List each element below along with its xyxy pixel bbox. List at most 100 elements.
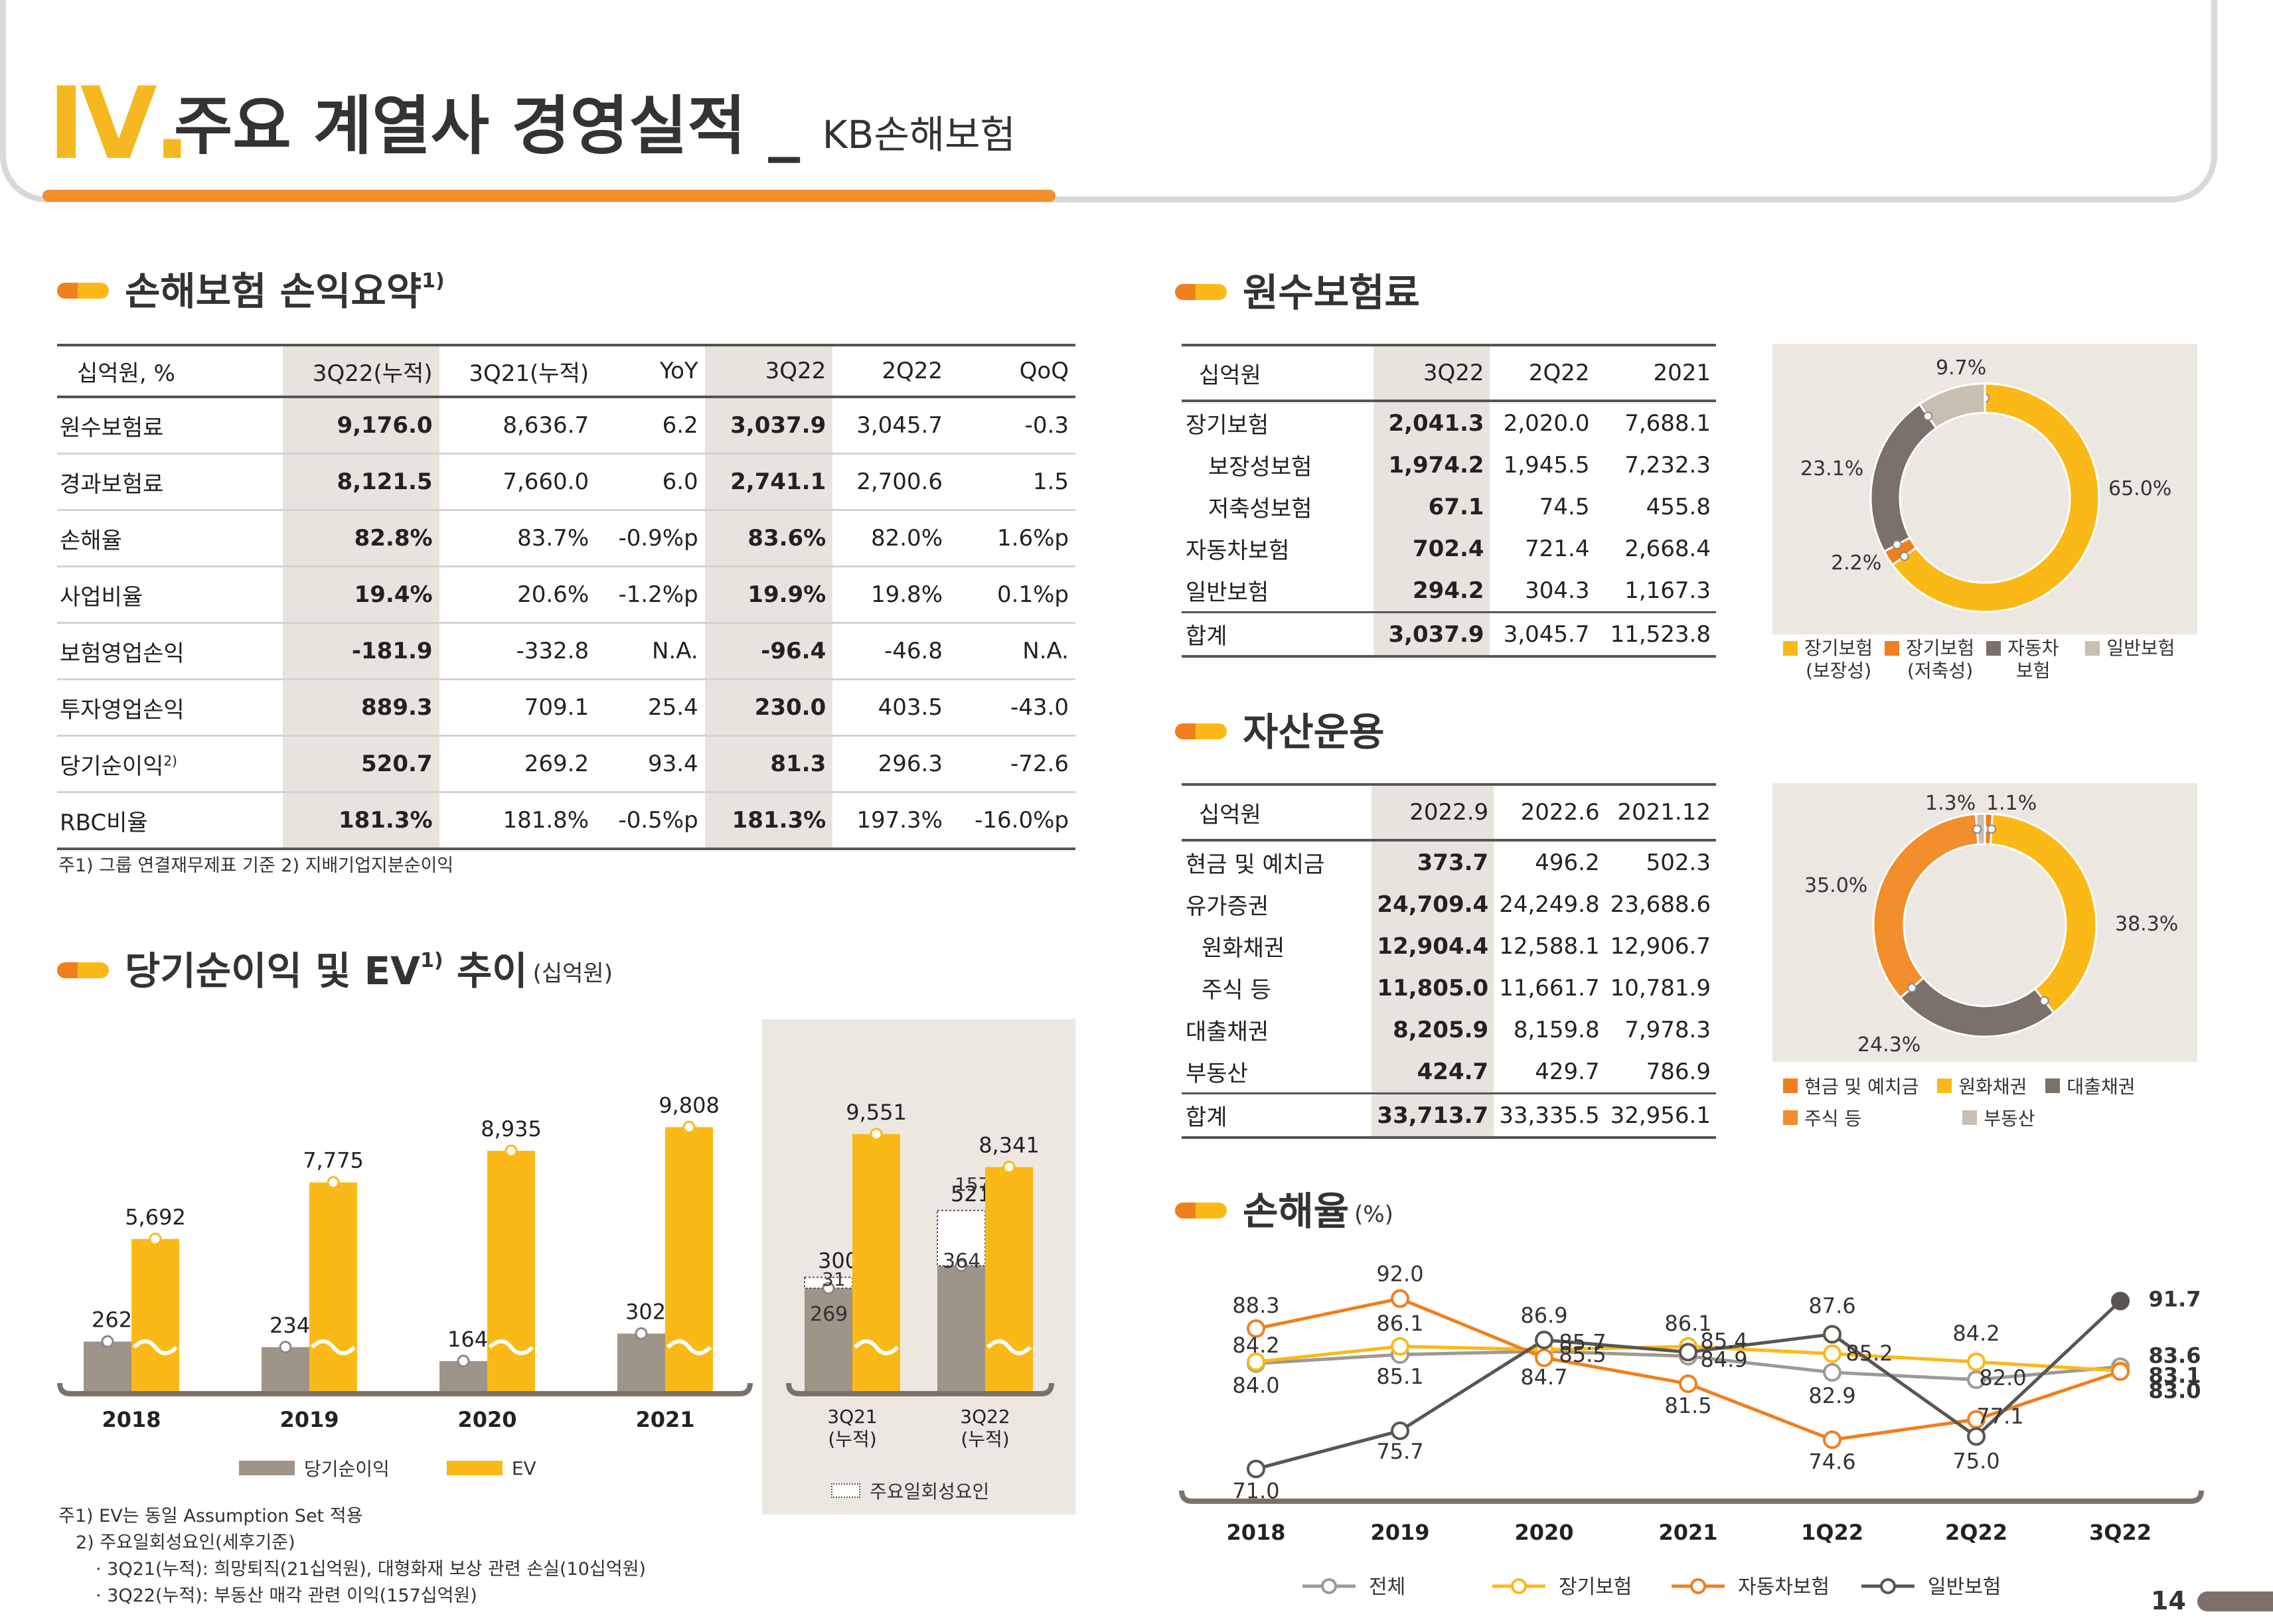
data-label: 83.1	[2149, 1363, 2201, 1388]
table-cell: -0.5%p	[595, 792, 705, 850]
table-cell: -96.4	[704, 623, 833, 680]
table-cell: 11,523.8	[1595, 611, 1716, 658]
table-cell: 19.4%	[283, 566, 439, 624]
x-tick-label: (누적)	[961, 1428, 1009, 1450]
data-label: 83.0	[2149, 1378, 2201, 1404]
donut-slice	[1872, 812, 1980, 999]
premium-donut-legend: 장기보험 (보장성) 장기보험 (저축성) 자동차 보험 일반보험	[1783, 637, 2175, 682]
row-label: 저축성보험	[1208, 496, 1312, 522]
ev-marker	[682, 1120, 696, 1134]
row-label: 자동차보험	[1186, 538, 1290, 564]
data-point	[1247, 1353, 1265, 1371]
table-cell: 496.2	[1535, 849, 1600, 876]
table-cell: 82.0%	[832, 510, 949, 567]
x-tick-label: 2021	[635, 1407, 694, 1432]
legend-swatch	[1783, 1078, 1798, 1093]
ev-bar	[985, 1167, 1033, 1394]
onetime-label: 157	[955, 1173, 990, 1195]
legend-label: EV	[511, 1457, 536, 1479]
table-cell: 296.3	[832, 735, 949, 793]
data-point	[1679, 1374, 1697, 1393]
data-label: 85.4	[1700, 1328, 1747, 1353]
table-cell: 429.7	[1535, 1058, 1600, 1085]
table-cell: 10,781.9	[1610, 974, 1711, 1001]
table-header-cell: 2021.12	[1605, 784, 1716, 842]
table-cell: 81.3	[704, 735, 833, 793]
slice-marker	[1923, 411, 1933, 421]
slice-marker	[1972, 824, 1982, 834]
table-cell: 12,588.1	[1499, 932, 1600, 960]
table-row: 현금 및 예치금 373.7 496.2 502.3	[1182, 840, 1716, 883]
ev-bar	[487, 1151, 535, 1394]
x-tick-label: 2019	[1370, 1520, 1429, 1545]
table-row: 부동산 424.7 429.7 786.9	[1182, 1051, 1716, 1094]
table-cell: 12,906.7	[1610, 932, 1711, 960]
slice-marker	[1892, 540, 1902, 550]
break-mark-icon	[666, 1339, 712, 1355]
table-header-row: 십억원, % 3Q22(누적) 3Q21(누적) YoY 3Q22 2Q22 Q…	[57, 345, 1075, 398]
net-income-bar	[805, 1288, 852, 1394]
data-point	[1823, 1430, 1842, 1449]
table-cell: 83.7%	[439, 510, 596, 567]
section-title-text: 당기순이익 및 EV	[125, 948, 421, 994]
table-cell: 6.0	[595, 453, 705, 511]
slice-marker	[2039, 996, 2049, 1006]
slice-marker	[1987, 824, 1997, 834]
row-label: 사업비율	[57, 566, 283, 624]
table-total-row: 합계 3,037.9 3,045.7 11,523.8	[1182, 611, 1716, 658]
data-point	[1823, 1344, 1842, 1363]
table-cell: 23,688.6	[1610, 891, 1711, 918]
table-header-cell: 3Q22	[1373, 345, 1490, 402]
data-point	[1967, 1353, 1986, 1371]
donut-label: 9.7%	[1936, 356, 1986, 380]
onetime-label: 31	[822, 1268, 846, 1290]
legend-label: 장기보험	[1559, 1576, 1632, 1599]
table-header-cell: 2Q22	[1489, 345, 1595, 402]
table-cell: 520.7	[283, 735, 439, 793]
table-cell: 12,904.4	[1372, 925, 1494, 967]
ev-label: 8,935	[481, 1116, 542, 1142]
slice-marker	[1907, 983, 1917, 993]
section-title: 손해율	[1243, 1189, 1350, 1234]
row-label: 대출채권	[1186, 1019, 1269, 1045]
table-row: 대출채권 8,205.9 8,159.8 7,978.3	[1182, 1009, 1716, 1051]
net-income-marker	[635, 1327, 648, 1340]
net-income-marker	[822, 1282, 835, 1295]
table-cell: 1,945.5	[1503, 451, 1590, 479]
legend-marker	[1511, 1578, 1527, 1594]
ev-cumulative-chart: 300312699,5513Q21(누적)5211573648,3413Q22(…	[786, 1100, 1054, 1450]
row-label: 주식 등	[1202, 977, 1271, 1003]
ev-marker	[1002, 1160, 1016, 1173]
table-cell: 2,041.3	[1373, 401, 1490, 444]
legend-label: 자동차보험	[1738, 1576, 1830, 1599]
data-point	[1679, 1343, 1697, 1362]
table-cell: 8,121.5	[283, 453, 439, 511]
section-net-income-ev: 당기순이익 및 EV1) 추이 (십억원)	[57, 950, 613, 990]
table-header-cell: 2022.6	[1494, 784, 1605, 842]
legend-label-line: 자동차	[2007, 637, 2059, 659]
x-tick-label: 3Q22	[960, 1406, 1010, 1428]
data-point	[1823, 1325, 1842, 1344]
data-point	[1823, 1363, 1842, 1382]
section-pl-summary: 손해보험 손익요약1)	[57, 271, 445, 311]
table-cell: 7,688.1	[1624, 409, 1711, 437]
data-label: 85.7	[1559, 1330, 1606, 1355]
table-cell: 197.3%	[832, 792, 949, 850]
section-title: 원수보험료	[1243, 270, 1420, 315]
table-header-cell: QoQ	[949, 345, 1075, 398]
table-cell: 294.2	[1373, 569, 1490, 613]
ev-note: 2) 주요일회성요인(세후기준)	[76, 1532, 295, 1553]
table-cell: -0.3	[949, 397, 1075, 455]
break-mark-icon	[986, 1339, 1032, 1355]
table-cell: -43.0	[949, 679, 1075, 737]
ev-cumulative-panel: 300 31 269 9,551 3Q21 (누적) 521 157 364 8,341 3Q22(…	[762, 1019, 1075, 1514]
legend-swatch	[1783, 641, 1798, 656]
table-row: 경과보험료 8,121.5 7,660.0 6.0 2,741.1 2,700.6 1.5	[57, 453, 1075, 511]
row-label: 합계	[1182, 611, 1373, 658]
data-label: 83.6	[2149, 1343, 2201, 1368]
data-point	[1967, 1370, 1986, 1389]
ev-label: 7,775	[303, 1148, 364, 1173]
page-number-tab	[2197, 1591, 2273, 1611]
net-income-bar	[617, 1333, 665, 1394]
data-label: 82.9	[1808, 1383, 1855, 1408]
